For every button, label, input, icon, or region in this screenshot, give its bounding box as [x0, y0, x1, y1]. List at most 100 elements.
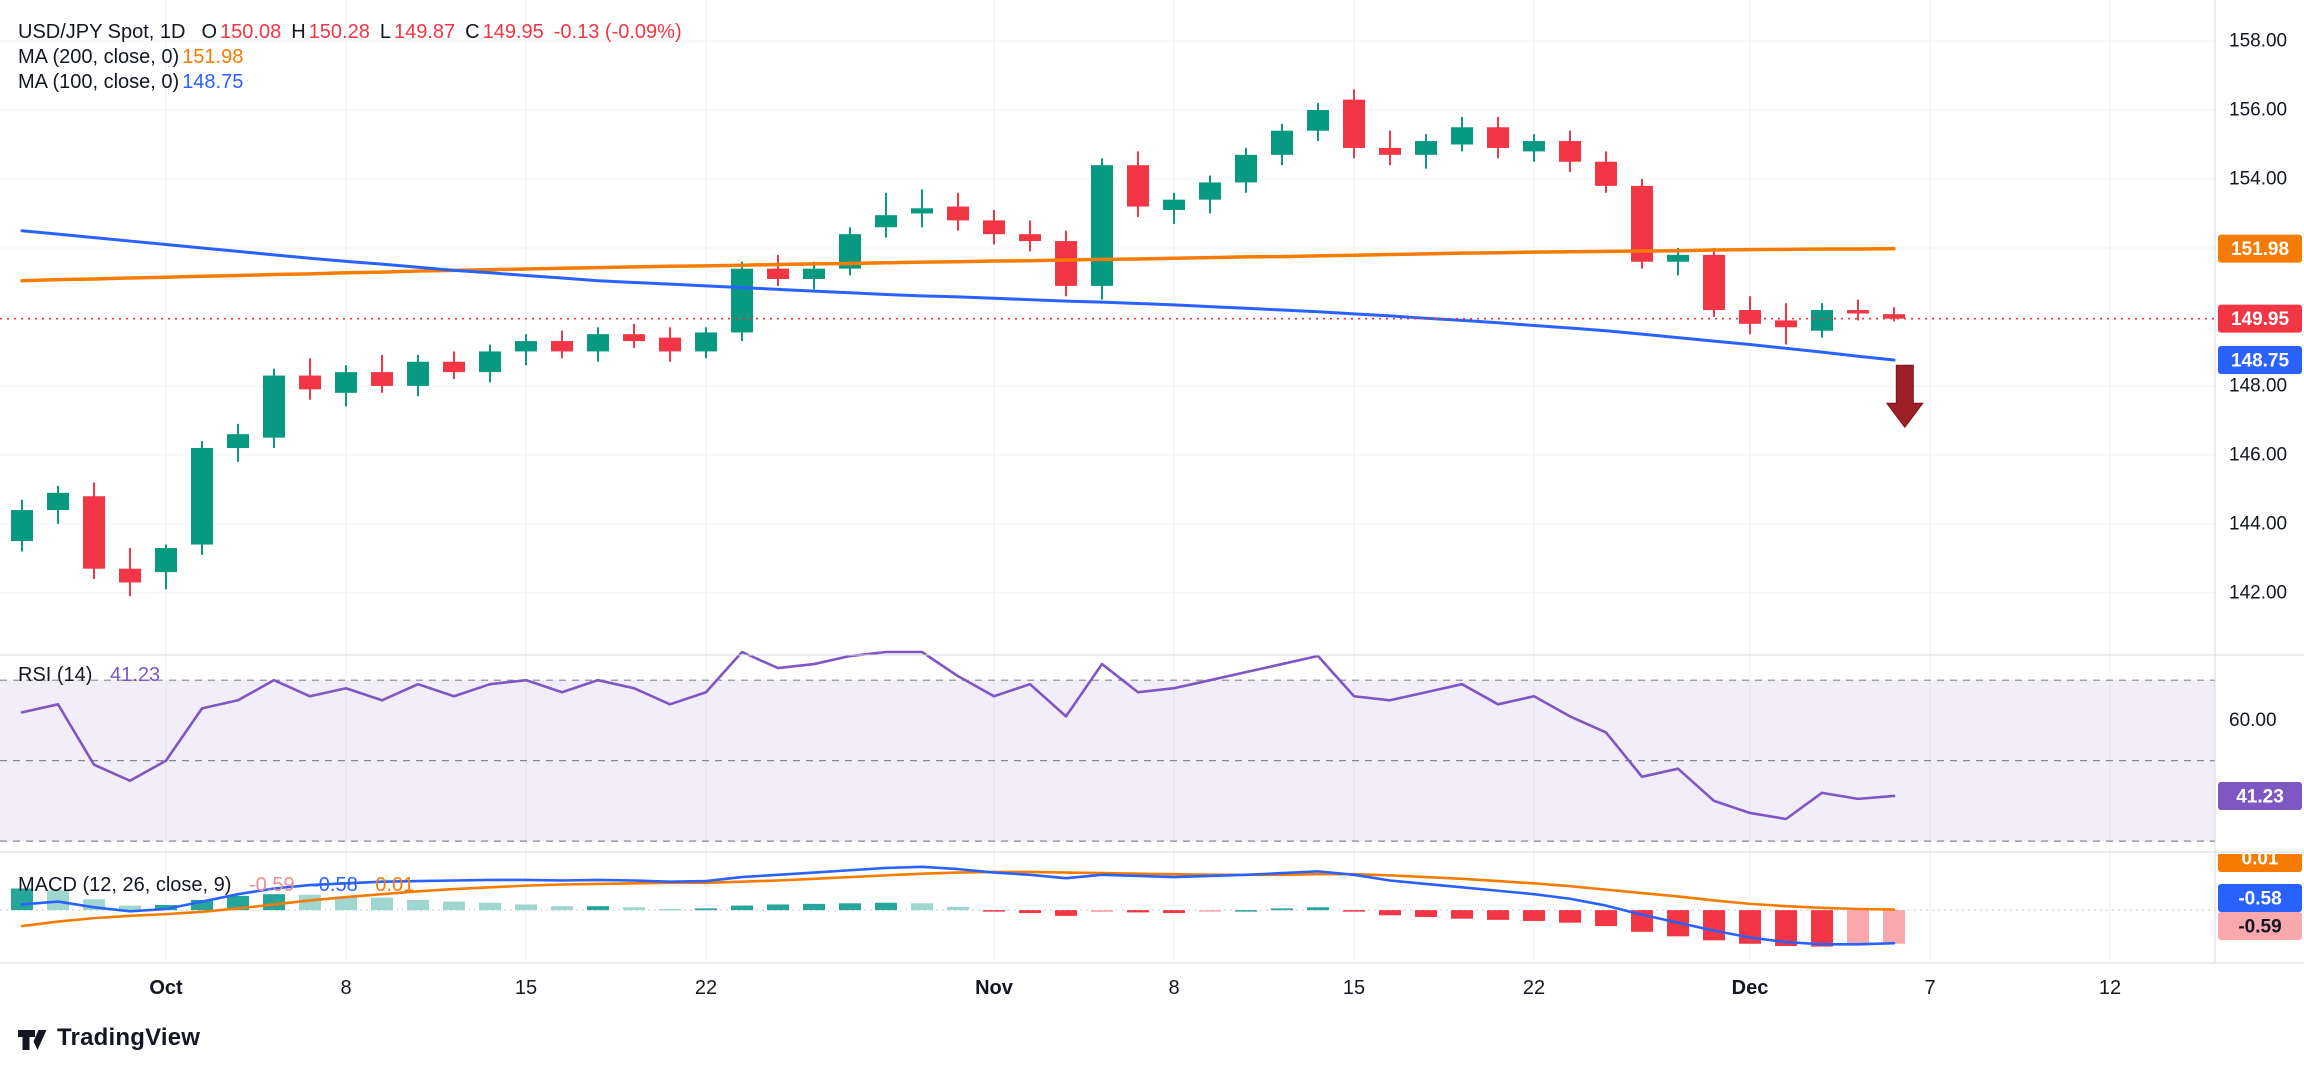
macd-histogram-bar[interactable]: [1883, 910, 1905, 944]
candle-body[interactable]: [263, 375, 285, 438]
macd-histogram-bar[interactable]: [299, 894, 321, 911]
symbol-legend-row[interactable]: USD/JPY Spot, 1D O 150.08 H 150.28 L 149.87…: [18, 20, 682, 45]
candle-body[interactable]: [1847, 310, 1869, 314]
candle-body[interactable]: [731, 268, 753, 333]
macd-histogram-bar[interactable]: [1775, 910, 1797, 947]
macd-histogram[interactable]: [11, 888, 1905, 947]
candle-body[interactable]: [443, 361, 465, 373]
macd-legend[interactable]: MACD (12, 26, close, 9) -0.59 -0.58 0.01: [18, 874, 426, 897]
macd-histogram-bar[interactable]: [875, 902, 897, 911]
macd-histogram-bar[interactable]: [1415, 910, 1437, 917]
macd-histogram-bar[interactable]: [155, 905, 177, 911]
macd-line[interactable]: [20, 865, 1896, 946]
candle-body[interactable]: [1199, 182, 1221, 200]
macd-histogram-bar[interactable]: [1451, 910, 1473, 919]
candle-body[interactable]: [1811, 310, 1833, 331]
candle-body[interactable]: [695, 332, 717, 352]
rsi-line[interactable]: [20, 650, 1896, 821]
macd-histogram-bar[interactable]: [371, 897, 393, 911]
rsi-legend[interactable]: RSI (14) 41.23: [18, 664, 160, 687]
ma200-line[interactable]: [20, 246, 1896, 283]
candle-body[interactable]: [1451, 127, 1473, 145]
candle-body[interactable]: [1307, 110, 1329, 131]
price-axis[interactable]: 158.00 156.00 154.00 148.00 146.00 144.00 142.…: [2215, 0, 2304, 963]
candle-body[interactable]: [1631, 185, 1653, 262]
macd-histogram-bar[interactable]: [1847, 910, 1869, 946]
macd-histogram-bar[interactable]: [191, 899, 213, 911]
candle-body[interactable]: [1523, 141, 1545, 152]
candle-body[interactable]: [479, 351, 501, 373]
macd-histogram-bar[interactable]: [1091, 910, 1113, 912]
ma100-legend-row[interactable]: MA (100, close, 0) 148.75: [18, 70, 682, 95]
candle-body[interactable]: [1487, 127, 1509, 148]
macd-histogram-bar[interactable]: [623, 907, 645, 911]
candle-body[interactable]: [623, 334, 645, 342]
macd-histogram-bar[interactable]: [1703, 910, 1725, 941]
macd-histogram-bar[interactable]: [731, 905, 753, 911]
candle-body[interactable]: [1019, 234, 1041, 242]
macd-histogram-bar[interactable]: [335, 896, 357, 911]
candle-body[interactable]: [803, 268, 825, 279]
down-arrow-annotation[interactable]: [1885, 364, 1924, 429]
macd-histogram-bar[interactable]: [119, 905, 141, 911]
candle-body[interactable]: [875, 215, 897, 228]
candle-body[interactable]: [83, 496, 105, 569]
candle-body[interactable]: [1415, 141, 1437, 155]
macd-histogram-bar[interactable]: [551, 906, 573, 911]
candle-body[interactable]: [371, 372, 393, 386]
candle-body[interactable]: [515, 341, 537, 352]
macd-histogram-bar[interactable]: [1199, 910, 1221, 912]
candle-body[interactable]: [947, 206, 969, 221]
macd-histogram-bar[interactable]: [1163, 910, 1185, 913]
macd-histogram-bar[interactable]: [407, 899, 429, 911]
macd-histogram-bar[interactable]: [83, 899, 105, 911]
candle-body[interactable]: [911, 208, 933, 214]
macd-histogram-bar[interactable]: [911, 903, 933, 911]
candle-body[interactable]: [191, 447, 213, 545]
candle-body[interactable]: [1703, 254, 1725, 311]
candle-body[interactable]: [299, 375, 321, 390]
candle-body[interactable]: [47, 492, 69, 511]
macd-histogram-bar[interactable]: [1235, 910, 1257, 912]
time-axis[interactable]: Oct 8 15 22 Nov 8 15 22 Dec 7 12: [0, 963, 2304, 1008]
candle-body[interactable]: [1883, 314, 1905, 319]
candle-body[interactable]: [1379, 147, 1401, 155]
candle-body[interactable]: [1271, 130, 1293, 155]
candle-body[interactable]: [551, 341, 573, 352]
candle-body[interactable]: [155, 547, 177, 573]
macd-histogram-bar[interactable]: [1127, 910, 1149, 913]
candle-body[interactable]: [1595, 161, 1617, 186]
candle-body[interactable]: [839, 234, 861, 269]
macd-histogram-bar[interactable]: [695, 908, 717, 911]
macd-histogram-bar[interactable]: [587, 906, 609, 911]
macd-histogram-bar[interactable]: [1307, 907, 1329, 911]
ma200-legend-row[interactable]: MA (200, close, 0) 151.98: [18, 45, 682, 70]
candle-body[interactable]: [1343, 99, 1365, 148]
macd-histogram-bar[interactable]: [1055, 910, 1077, 916]
macd-histogram-bar[interactable]: [1343, 910, 1365, 912]
macd-histogram-bar[interactable]: [515, 904, 537, 911]
macd-histogram-bar[interactable]: [767, 904, 789, 911]
macd-histogram-bar[interactable]: [443, 901, 465, 911]
candle-body[interactable]: [1739, 310, 1761, 324]
candle-body[interactable]: [227, 434, 249, 448]
ma100-line[interactable]: [20, 229, 1896, 362]
candle-body[interactable]: [767, 268, 789, 279]
candle-body[interactable]: [1163, 199, 1185, 211]
macd-histogram-bar[interactable]: [479, 902, 501, 911]
candle-body[interactable]: [659, 337, 681, 352]
macd-histogram-bar[interactable]: [1559, 910, 1581, 923]
candlestick-series[interactable]: [11, 89, 1905, 597]
macd-histogram-bar[interactable]: [947, 906, 969, 911]
candle-body[interactable]: [1559, 141, 1581, 162]
macd-histogram-bar[interactable]: [1271, 908, 1293, 911]
macd-histogram-bar[interactable]: [659, 909, 681, 911]
macd-histogram-bar[interactable]: [1523, 910, 1545, 921]
macd-histogram-bar[interactable]: [47, 890, 69, 911]
candle-body[interactable]: [1775, 320, 1797, 328]
tradingview-logo[interactable]: TradingView: [16, 1022, 200, 1054]
macd-histogram-bar[interactable]: [1595, 910, 1617, 927]
macd-histogram-bar[interactable]: [803, 903, 825, 911]
candle-body[interactable]: [407, 361, 429, 386]
